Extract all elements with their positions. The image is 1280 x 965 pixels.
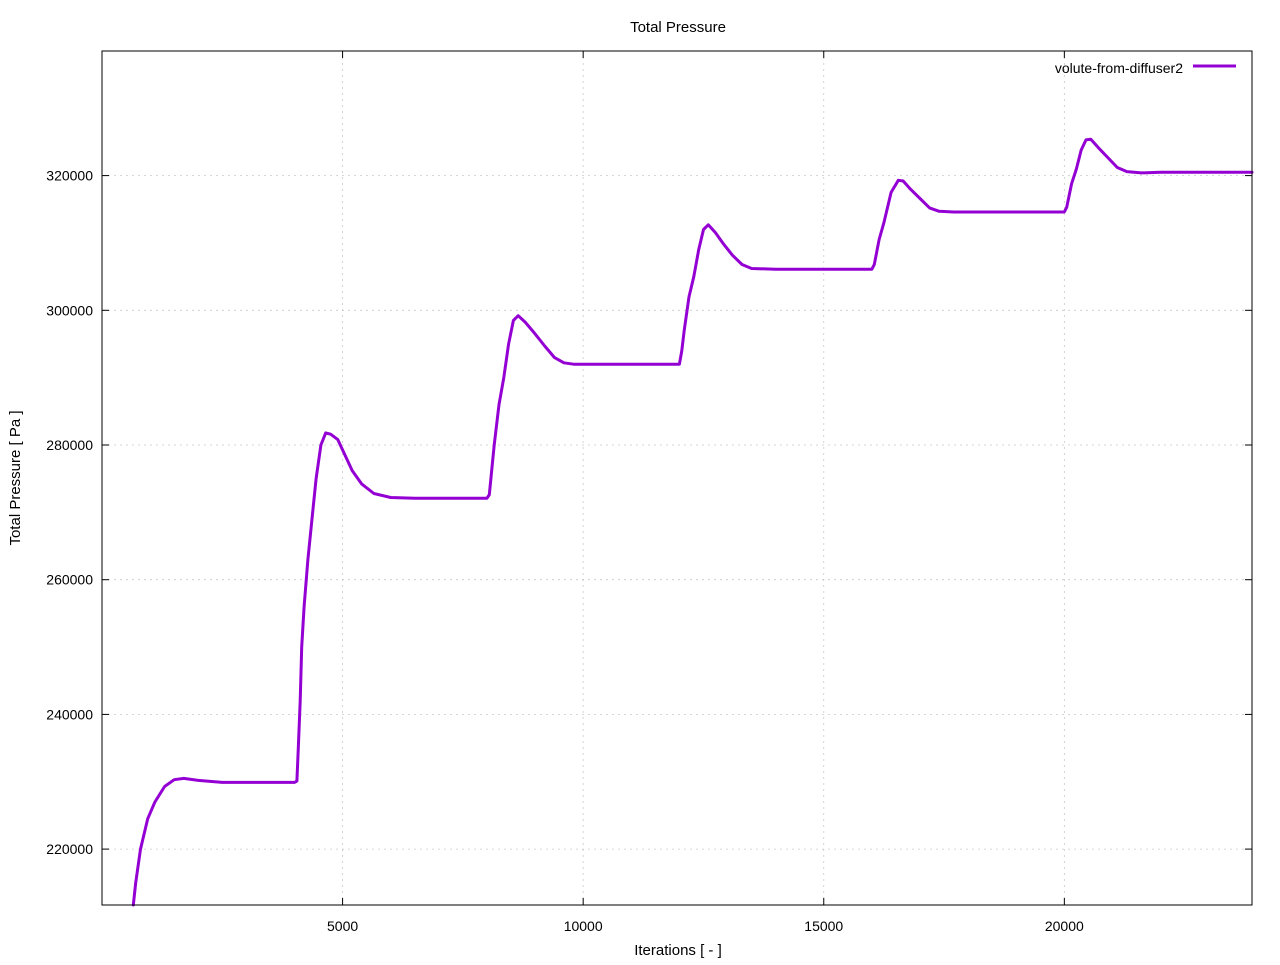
y-axis-title: Total Pressure [ Pa ] [7, 410, 24, 545]
y-tick-label: 280000 [46, 437, 93, 453]
y-tick-label: 260000 [46, 572, 93, 588]
y-tick-label: 300000 [46, 302, 93, 318]
x-tick-label: 10000 [564, 918, 603, 934]
y-tick-label: 320000 [46, 168, 93, 184]
ticks-layer: 5000 10000 15000 20000 220000 240000 260000 280… [46, 51, 1252, 934]
series-line-volute-from-diffuser2 [131, 137, 1254, 907]
legend: volute-from-diffuser2 [1055, 60, 1236, 76]
x-tick-label: 5000 [327, 918, 358, 934]
x-tick-label: 20000 [1045, 918, 1084, 934]
grid-layer [102, 51, 1252, 905]
chart-title: Total Pressure [630, 19, 726, 36]
x-axis-title: Iterations [ - ] [634, 942, 722, 959]
x-tick-label: 15000 [804, 918, 843, 934]
plot-frame [101, 50, 1253, 906]
series-layer [131, 137, 1254, 907]
y-tick-label: 240000 [46, 706, 93, 722]
y-tick-label: 220000 [46, 841, 93, 857]
legend-label: volute-from-diffuser2 [1055, 60, 1183, 76]
